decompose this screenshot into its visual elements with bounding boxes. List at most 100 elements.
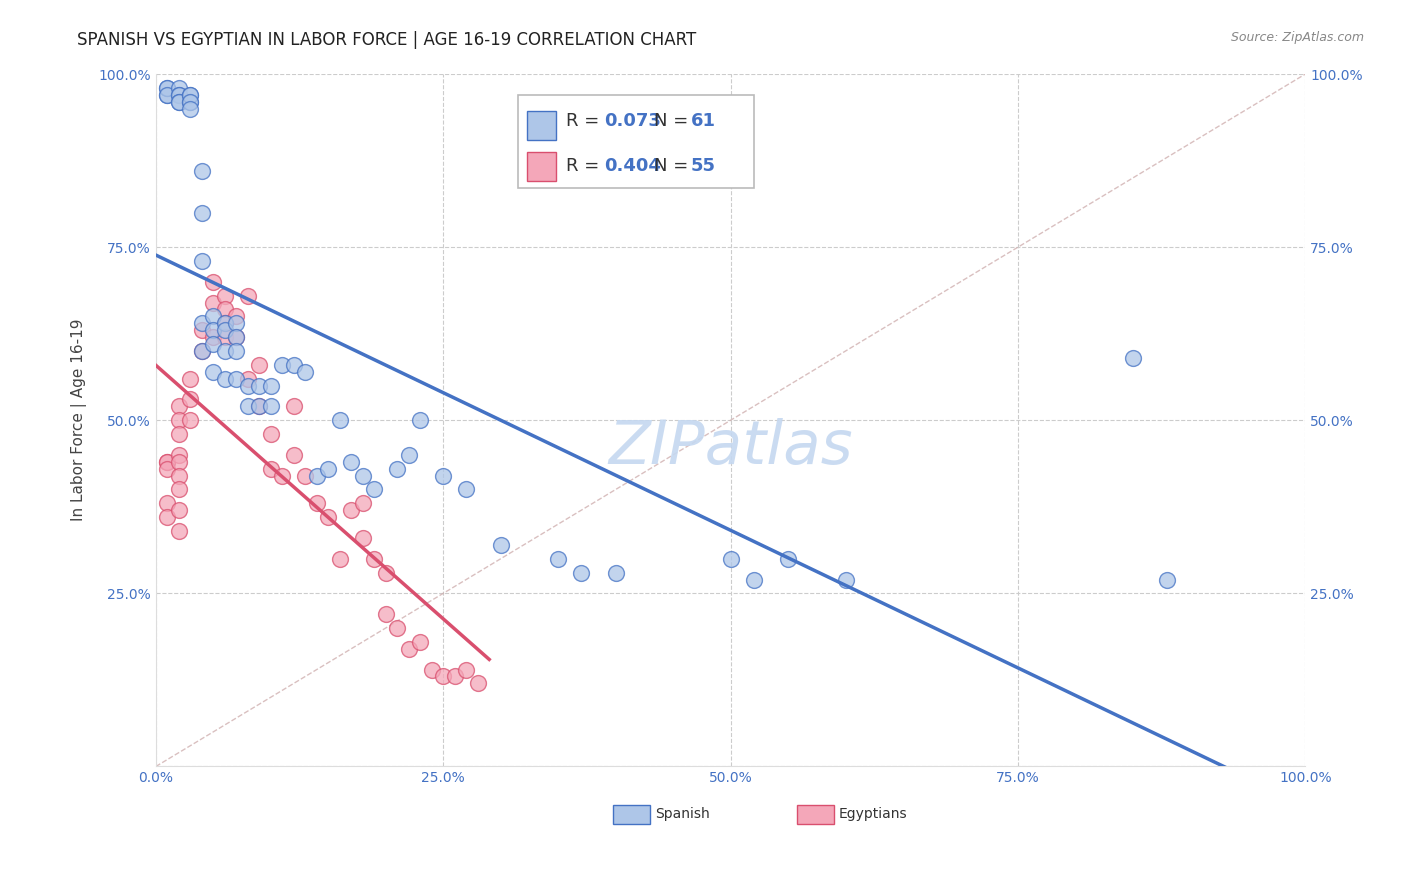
Point <box>305 468 328 483</box>
Point <box>214 302 236 317</box>
Point <box>191 164 214 178</box>
Point <box>283 358 305 372</box>
Point <box>456 663 478 677</box>
Point <box>547 551 569 566</box>
Point <box>260 400 283 414</box>
Point <box>167 427 190 442</box>
Point <box>409 413 432 427</box>
Point <box>340 455 363 469</box>
Text: 55: 55 <box>690 157 716 175</box>
Point <box>191 343 214 358</box>
Point <box>202 365 225 379</box>
Point <box>605 566 627 580</box>
Point <box>156 81 179 95</box>
Point <box>1156 573 1178 587</box>
Point <box>236 378 259 392</box>
Point <box>179 95 201 109</box>
Point <box>316 461 339 475</box>
Point <box>778 551 800 566</box>
Point <box>236 400 259 414</box>
Point <box>167 413 190 427</box>
Point <box>167 524 190 538</box>
FancyBboxPatch shape <box>527 153 555 181</box>
Point <box>202 275 225 289</box>
Point <box>202 310 225 324</box>
Point <box>179 372 201 386</box>
Point <box>156 87 179 102</box>
Point <box>352 496 374 510</box>
Text: N =: N = <box>654 112 693 130</box>
Point <box>352 468 374 483</box>
Point <box>374 566 396 580</box>
Point <box>283 400 305 414</box>
Text: SPANISH VS EGYPTIAN IN LABOR FORCE | AGE 16-19 CORRELATION CHART: SPANISH VS EGYPTIAN IN LABOR FORCE | AGE… <box>77 31 696 49</box>
Point <box>179 87 201 102</box>
Point <box>179 102 201 116</box>
Point <box>179 87 201 102</box>
Point <box>156 461 179 475</box>
Point <box>156 87 179 102</box>
Point <box>225 330 247 344</box>
Point <box>420 663 443 677</box>
Text: R =: R = <box>567 157 605 175</box>
Text: ZIPatlas: ZIPatlas <box>609 418 853 477</box>
Point <box>489 538 512 552</box>
Point <box>305 496 328 510</box>
Point <box>214 343 236 358</box>
Point <box>329 413 352 427</box>
Point <box>167 483 190 497</box>
Text: Source: ZipAtlas.com: Source: ZipAtlas.com <box>1230 31 1364 45</box>
Point <box>225 372 247 386</box>
Text: 61: 61 <box>690 112 716 130</box>
Point <box>167 468 190 483</box>
Text: Spanish: Spanish <box>655 807 710 822</box>
Point <box>363 551 385 566</box>
Point <box>294 365 316 379</box>
FancyBboxPatch shape <box>517 95 754 188</box>
Point <box>167 503 190 517</box>
Point <box>167 455 190 469</box>
Point <box>191 316 214 330</box>
Point <box>214 316 236 330</box>
Point <box>202 295 225 310</box>
Point <box>409 635 432 649</box>
Point <box>225 316 247 330</box>
Point <box>167 95 190 109</box>
Point <box>260 461 283 475</box>
Point <box>156 455 179 469</box>
Point <box>225 343 247 358</box>
Point <box>467 676 489 690</box>
Point <box>432 468 454 483</box>
Point <box>191 205 214 219</box>
FancyBboxPatch shape <box>527 111 555 140</box>
FancyBboxPatch shape <box>797 805 834 824</box>
Point <box>214 372 236 386</box>
Point <box>247 358 270 372</box>
Point <box>569 566 592 580</box>
Text: N =: N = <box>654 157 693 175</box>
Point <box>167 95 190 109</box>
Point <box>156 81 179 95</box>
Point <box>247 378 270 392</box>
Point <box>191 323 214 337</box>
Point <box>156 510 179 524</box>
Point <box>156 455 179 469</box>
Point <box>271 468 294 483</box>
Point <box>202 330 225 344</box>
Point <box>432 669 454 683</box>
Point <box>167 400 190 414</box>
Point <box>398 448 420 462</box>
Point <box>340 503 363 517</box>
Point <box>834 573 856 587</box>
Point <box>456 483 478 497</box>
Point <box>387 461 409 475</box>
Point <box>247 400 270 414</box>
Point <box>398 641 420 656</box>
Point <box>156 496 179 510</box>
Point <box>443 669 465 683</box>
Point <box>720 551 742 566</box>
Point <box>352 531 374 545</box>
Point <box>214 316 236 330</box>
Point <box>179 413 201 427</box>
Point <box>167 87 190 102</box>
